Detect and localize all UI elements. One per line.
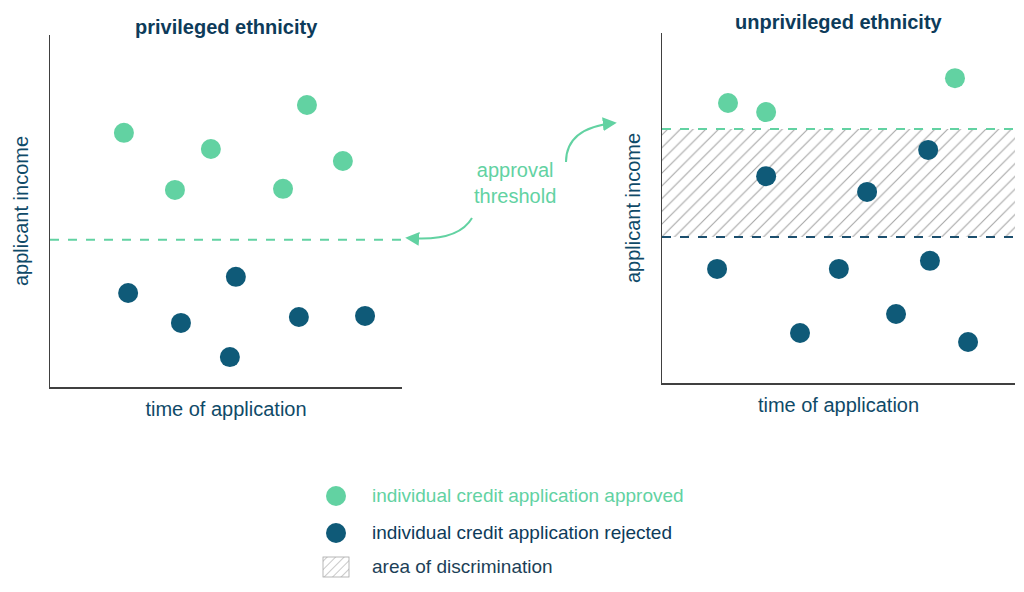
svg-text:applicant income: applicant income <box>10 136 32 286</box>
svg-text:privileged ethnicity: privileged ethnicity <box>135 16 318 38</box>
html-text:individual credit application: individual credit application rejected <box>372 522 672 543</box>
html-text:area of discrimination: area of discrimination <box>372 556 553 577</box>
svg-text:time of application: time of application <box>145 398 306 420</box>
svg-text:time of application: time of application <box>758 394 919 416</box>
html-text:individual credit application: individual credit application approved <box>372 485 684 506</box>
svg-text:unprivileged ethnicity: unprivileged ethnicity <box>735 11 943 33</box>
svg-text:approvalthreshold: approvalthreshold <box>474 159 556 207</box>
svg-text:applicant income: applicant income <box>622 133 644 283</box>
